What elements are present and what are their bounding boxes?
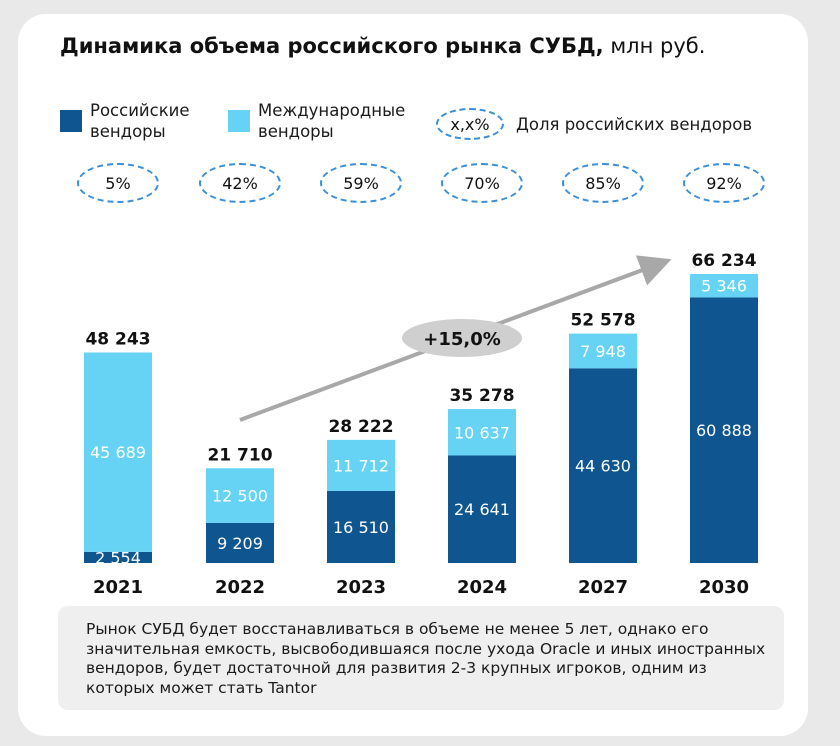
legend-swatch-russian — [60, 110, 82, 132]
x-tick-label: 2027 — [578, 577, 628, 598]
segment-label-russian: 2 554 — [95, 548, 141, 567]
bar-total-label: 21 710 — [207, 445, 272, 465]
bars-group: 2 554 45 689 48 243 2021 9 209 12 500 21 710 20… — [84, 251, 758, 598]
chart-title: Динамика объема российского рынка СУБД, … — [60, 34, 705, 58]
bar-segment-russian — [690, 297, 758, 563]
segment-label-russian: 16 510 — [333, 518, 389, 537]
segment-label-russian: 9 209 — [217, 534, 263, 553]
x-tick-label: 2024 — [457, 577, 507, 598]
segment-label-international: 45 689 — [90, 443, 146, 462]
share-badge: 92% — [683, 163, 765, 203]
share-badge: 59% — [320, 163, 402, 203]
bar-segment-international — [448, 409, 516, 456]
x-tick-label: 2030 — [699, 577, 749, 598]
legend-international: Международные вендоры — [228, 100, 405, 142]
bar-segment-international — [84, 352, 152, 552]
bar-total-label: 35 278 — [449, 386, 514, 406]
segment-label-international: 12 500 — [212, 487, 268, 506]
legend-share-ellipse: x,x% — [436, 108, 504, 140]
bar-segment-russian — [327, 490, 395, 563]
segment-label-international: 11 712 — [333, 456, 389, 475]
chart-title-main: Динамика объема российского рынка СУБД, — [60, 34, 604, 58]
x-tick-label: 2022 — [215, 577, 265, 598]
share-badge: 70% — [441, 163, 523, 203]
segment-label-russian: 24 641 — [454, 500, 510, 519]
bar-total-label: 28 222 — [328, 417, 393, 437]
bar-segment-international — [327, 439, 395, 491]
x-tick-label: 2023 — [336, 577, 386, 598]
legend-label-international: Международные вендоры — [258, 101, 406, 141]
legend-swatch-international — [228, 110, 250, 132]
segment-label-russian: 60 888 — [696, 421, 752, 440]
x-tick-label: 2021 — [93, 577, 143, 598]
share-badge: 85% — [562, 163, 644, 203]
legend-russian: Российские вендоры — [60, 100, 190, 142]
segment-label-international: 5 346 — [701, 277, 747, 296]
bar-segment-international — [690, 274, 758, 298]
note-text: Рынок СУБД будет восстанавливаться в объ… — [86, 620, 766, 697]
share-badge: 42% — [199, 163, 281, 203]
chart-title-unit: млн руб. — [610, 34, 706, 58]
bar-segment-russian — [84, 551, 152, 563]
bar-segment-international — [206, 468, 274, 523]
bar-total-label: 52 578 — [570, 311, 635, 331]
growth-badge — [402, 319, 522, 357]
segment-label-international: 10 637 — [454, 423, 510, 442]
segment-label-russian: 44 630 — [575, 457, 631, 476]
legend-share-label: Доля российских вендоров — [516, 114, 753, 134]
bar-total-label: 48 243 — [85, 330, 150, 350]
bar-segment-russian — [206, 522, 274, 563]
note-box: Рынок СУБД будет восстанавливаться в объ… — [58, 606, 784, 710]
bar-segment-international — [569, 333, 637, 369]
bar-segment-russian — [448, 455, 516, 563]
share-badge: 5% — [77, 163, 159, 203]
legend-share: x,x% Доля российских вендоров — [436, 108, 752, 140]
bar-total-label: 66 234 — [691, 251, 756, 271]
segment-label-international: 7 948 — [580, 342, 626, 361]
bar-segment-russian — [569, 368, 637, 563]
growth-label: +15,0% — [423, 329, 501, 350]
legend-label-russian: Российские вендоры — [90, 101, 190, 141]
